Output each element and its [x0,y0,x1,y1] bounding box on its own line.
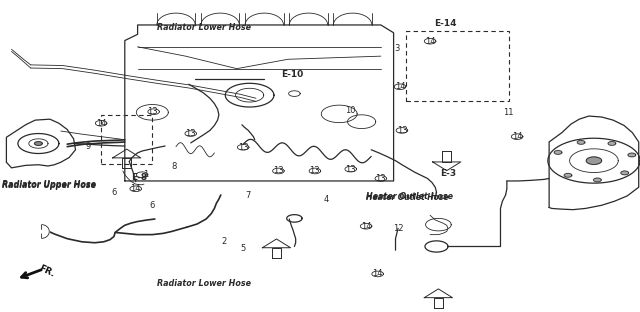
Text: 14: 14 [96,119,106,128]
Text: 14: 14 [361,222,371,231]
Bar [406,31,509,101]
Text: E-8: E-8 [131,173,147,182]
Text: 10: 10 [346,106,356,115]
Polygon shape [577,140,585,144]
Text: 8: 8 [172,163,177,171]
Text: Heater Outlet Hose: Heater Outlet Hose [366,192,453,201]
Polygon shape [35,142,42,145]
Text: 13: 13 [147,107,157,116]
Text: 14: 14 [131,184,141,193]
Text: 5: 5 [241,245,246,253]
Text: Radiator Lower Hose: Radiator Lower Hose [157,279,251,288]
Text: Radiator Upper Hose: Radiator Upper Hose [2,181,96,190]
Text: 13: 13 [186,129,196,138]
Text: 4: 4 [324,195,329,204]
Polygon shape [586,157,602,164]
Text: 13: 13 [397,126,407,135]
Polygon shape [42,225,49,238]
Text: 3: 3 [394,44,399,53]
Polygon shape [628,153,636,157]
Text: 12: 12 [393,224,403,233]
Text: Radiator Upper Hose: Radiator Upper Hose [2,180,96,189]
Text: 13: 13 [376,174,386,183]
Text: 13: 13 [346,165,356,173]
Text: Radiator Lower Hose: Radiator Lower Hose [157,23,251,32]
Text: FR.: FR. [37,264,56,279]
Polygon shape [621,171,628,175]
Text: 1: 1 [143,170,148,178]
Text: 14: 14 [512,132,522,141]
Text: 11: 11 [504,109,514,117]
Text: E-10: E-10 [282,70,304,79]
Text: 13: 13 [238,143,248,152]
Text: 14: 14 [372,270,383,278]
Text: 13: 13 [310,167,320,175]
Polygon shape [593,178,601,182]
Text: 14: 14 [425,37,435,46]
Bar [101,115,152,164]
Text: Heater Outlet Hose: Heater Outlet Hose [366,193,449,202]
Text: 6: 6 [150,201,155,210]
Text: E-14: E-14 [434,19,456,28]
Text: 6: 6 [111,188,116,197]
Polygon shape [608,142,616,145]
Polygon shape [564,173,572,177]
Text: 9: 9 [86,142,91,150]
Text: 7: 7 [246,192,251,200]
Text: 2: 2 [221,237,227,246]
Polygon shape [554,151,562,154]
Text: 13: 13 [273,167,284,175]
Text: E-3: E-3 [440,169,456,178]
Text: 14: 14 [395,82,405,91]
